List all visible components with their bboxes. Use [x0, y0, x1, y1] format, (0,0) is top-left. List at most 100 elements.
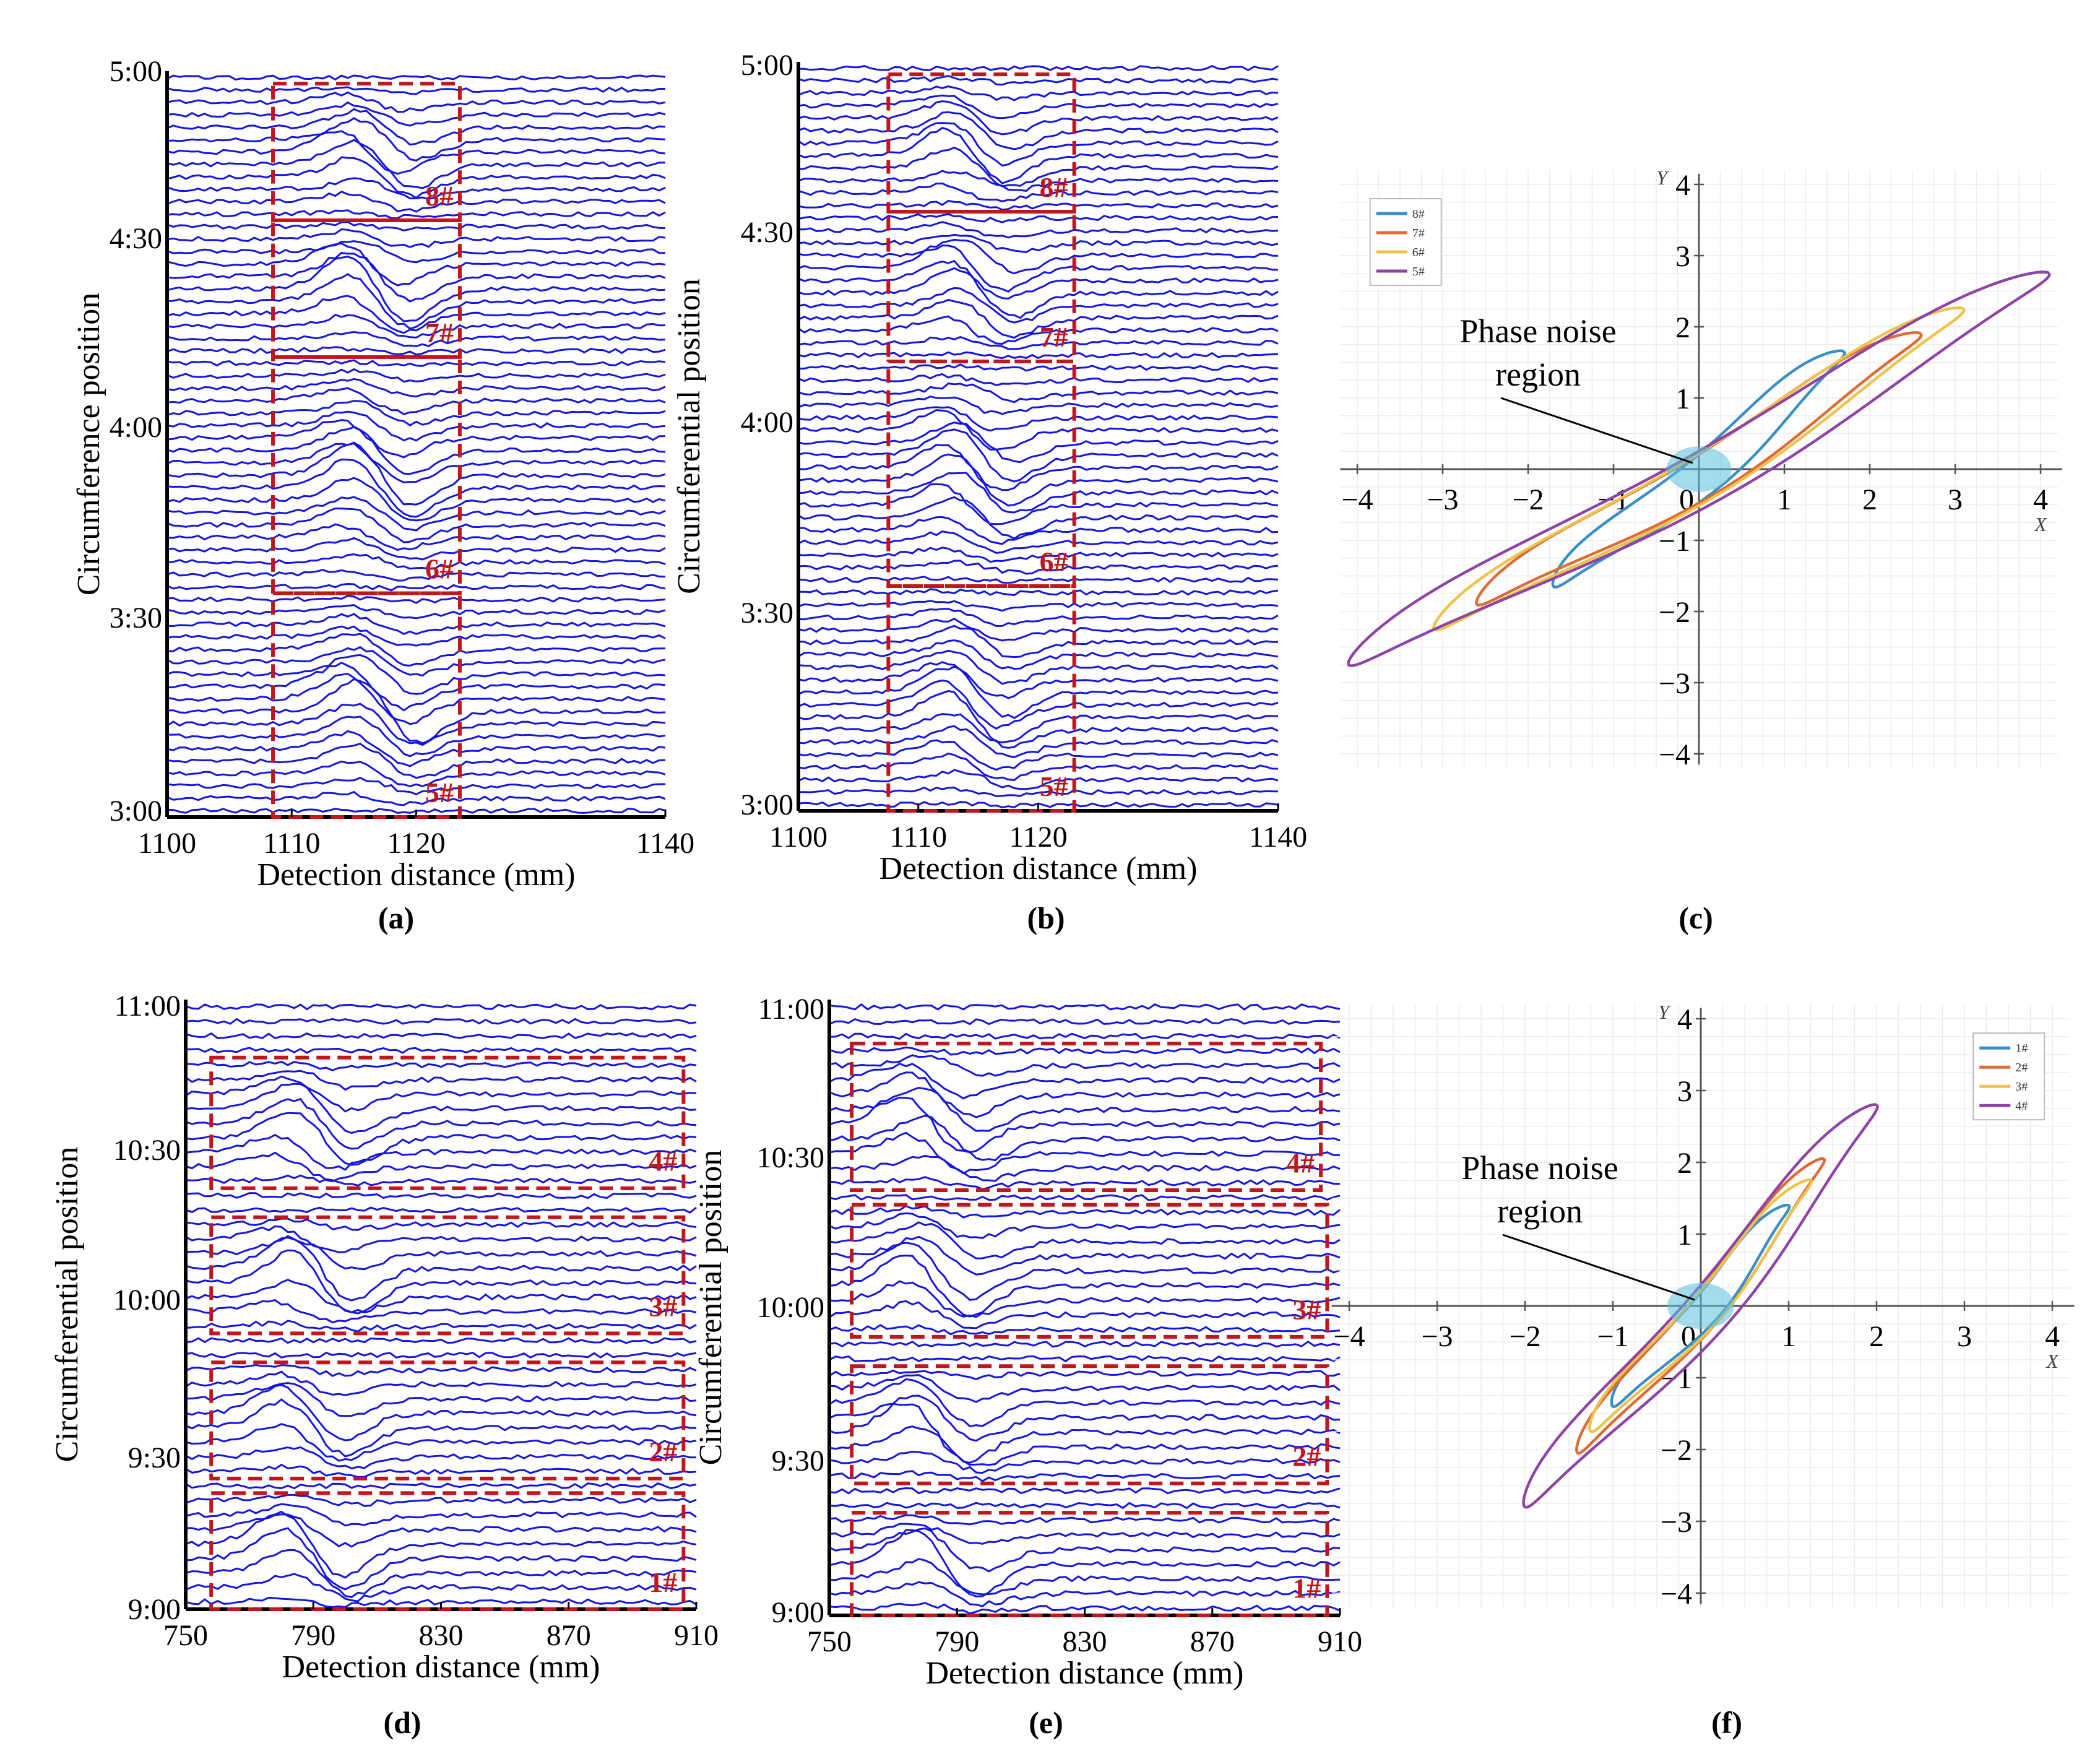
y-tick-label: 11:00: [758, 993, 824, 1026]
signal-trace: [829, 1032, 1341, 1040]
signal-trace: [185, 1075, 697, 1113]
signal-trace: [166, 256, 666, 322]
y-tick-label: 5:00: [110, 55, 162, 88]
signal-trace: [185, 1279, 697, 1314]
defect-region-label: 3#: [1292, 1294, 1321, 1325]
x-tick-label: 4: [2045, 1320, 2060, 1353]
signal-trace: [798, 85, 1279, 102]
defect-region-box: [850, 1203, 1329, 1339]
defect-region-box: [850, 1042, 1323, 1192]
y-tick-label: 9:30: [772, 1445, 824, 1477]
signal-trace: [166, 442, 666, 506]
signal-trace: [166, 715, 666, 758]
legend-entry: 5#: [1412, 265, 1425, 279]
signal-trace: [166, 458, 666, 518]
y-tick-label: −3: [1661, 1506, 1692, 1539]
signal-trace: [798, 373, 1279, 386]
defect-region-label: 3#: [649, 1290, 677, 1322]
y-tick-label: −2: [1659, 596, 1690, 629]
signal-trace: [185, 1032, 697, 1039]
signal-trace: [829, 1131, 1341, 1175]
signal-trace: [185, 1299, 697, 1324]
signal-trace: [166, 633, 666, 667]
panel-label: (f): [1711, 1705, 1742, 1740]
defect-region-box: [886, 584, 1076, 813]
y-tick-label: 9:00: [128, 1593, 181, 1626]
x-tick-label: 1100: [138, 827, 196, 860]
signal-trace: [166, 777, 666, 795]
signal-trace: [798, 64, 1279, 72]
signal-trace: [185, 1510, 697, 1579]
signal-trace: [166, 426, 666, 475]
signal-trace: [166, 595, 666, 604]
signal-trace: [829, 1324, 1341, 1336]
lissajous-loop-4#: [1522, 1103, 1879, 1509]
signal-trace: [798, 547, 1279, 563]
y-tick-label: 3:00: [741, 789, 793, 821]
signal-trace: [185, 1225, 697, 1253]
annotation-line-2: region: [1495, 356, 1581, 393]
signal-trace: [166, 441, 666, 483]
signal-trace: [798, 752, 1279, 781]
x-tick-label: −3: [1421, 1320, 1453, 1353]
signal-trace: [185, 1398, 697, 1458]
signal-trace: [829, 1355, 1341, 1363]
signal-trace: [166, 742, 666, 779]
signal-trace: [829, 1235, 1341, 1276]
signal-trace: [798, 769, 1279, 790]
signal-trace: [798, 453, 1279, 507]
x-tick-label: 3: [1948, 483, 1963, 516]
annotation-arrow: [1502, 1234, 1695, 1301]
signal-trace: [798, 122, 1279, 167]
signal-trace: [829, 1018, 1341, 1026]
y-tick-label: 1: [1677, 1219, 1692, 1251]
signal-trace: [185, 1217, 697, 1231]
signal-trace: [185, 1446, 697, 1469]
lissajous-loop-3#: [1588, 1178, 1813, 1433]
signal-trace: [829, 1280, 1341, 1318]
signal-trace: [798, 713, 1279, 749]
legend-entry: 1#: [2015, 1042, 2028, 1055]
signal-trace: [829, 1062, 1341, 1100]
panel-d: 4# 3# 2# 1# 750 790 830 870 910 11:00 10:30 10:00 9:…: [50, 990, 719, 1740]
signal-trace: [166, 273, 666, 330]
signal-trace: [166, 177, 666, 201]
defect-region-label: 4#: [649, 1146, 677, 1177]
signal-trace: [798, 496, 1279, 540]
x-tick-label: −2: [1509, 1320, 1540, 1353]
x-tick-label: 790: [935, 1625, 979, 1658]
signal-trace: [829, 1340, 1341, 1348]
x-tick-label: 790: [291, 1619, 335, 1652]
signal-trace: [166, 569, 666, 582]
y-tick-label: 4: [1675, 169, 1690, 202]
signal-trace: [185, 1364, 697, 1377]
signal-trace: [829, 1096, 1341, 1154]
panel-b: 8# 7# 6# 5# 1100 1110 1120 1140 5:00 4:30 4:00 3:30…: [672, 49, 1307, 935]
signal-trace: [798, 259, 1279, 300]
signal-trace: [798, 146, 1279, 188]
signal-trace: [798, 576, 1279, 584]
legend-entry: 6#: [1412, 246, 1425, 259]
signal-trace: [798, 221, 1279, 239]
y-tick-label: 10:30: [757, 1141, 824, 1174]
signal-trace: [829, 1154, 1341, 1182]
y-tick-label: 4:00: [741, 406, 793, 439]
signal-trace: [185, 1003, 697, 1011]
signal-trace: [166, 251, 666, 303]
signal-trace: [166, 368, 666, 383]
legend-entry: 4#: [2015, 1099, 2028, 1113]
signal-trace: [829, 1176, 1341, 1190]
defect-region-label: 8#: [425, 180, 454, 212]
x-tick-label: 1140: [1249, 821, 1307, 854]
signal-trace: [185, 1151, 697, 1183]
signal-trace: [829, 1242, 1341, 1301]
signal-trace: [185, 1192, 697, 1199]
x-tick-label: −1: [1597, 483, 1629, 516]
signal-trace: [166, 477, 666, 522]
signal-trace: [829, 1194, 1341, 1201]
signal-trace: [829, 1300, 1341, 1329]
signal-trace: [798, 444, 1279, 491]
signal-trace: [798, 111, 1279, 150]
signal-trace: [185, 1174, 697, 1186]
